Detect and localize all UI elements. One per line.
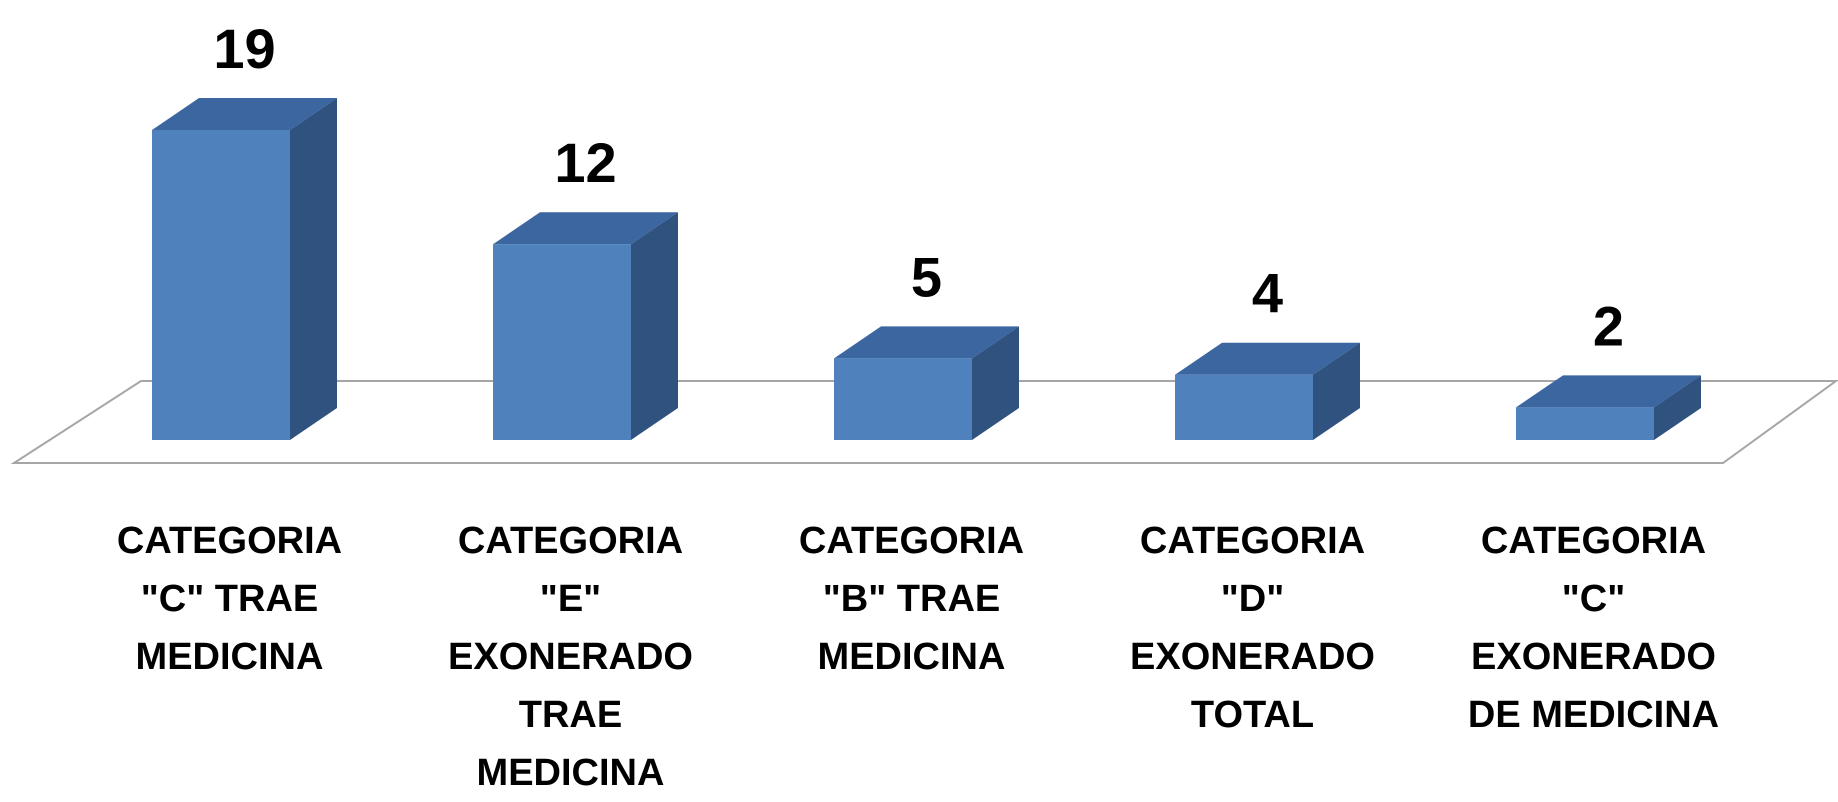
category-label: CATEGORIA "B" TRAE MEDICINA [798, 520, 1025, 678]
bar-side [290, 98, 337, 440]
bar [834, 358, 972, 440]
bar-side [1654, 375, 1701, 440]
bar [152, 130, 290, 440]
value-label: 4 [1252, 262, 1283, 325]
category-label: CATEGORIA "C" EXONERADO DE MEDICINA [1467, 520, 1720, 736]
bar-top [834, 326, 1019, 359]
value-label: 5 [911, 245, 942, 308]
bar [493, 244, 631, 440]
bar [1175, 374, 1313, 440]
bar-top [152, 98, 337, 130]
category-label: CATEGORIA "D" EXONERADO TOTAL [1130, 520, 1375, 736]
bar [1516, 407, 1654, 440]
bar-top [493, 212, 678, 245]
value-label: 2 [1593, 294, 1624, 357]
value-label: 19 [213, 17, 275, 80]
category-label: CATEGORIA "E" EXONERADO TRAE MEDICINA [448, 520, 693, 794]
bar-top [1175, 342, 1360, 375]
value-label: 12 [554, 131, 616, 194]
bar-side [631, 212, 678, 440]
bar-side [972, 326, 1019, 440]
bar-side [1313, 342, 1360, 440]
category-label: CATEGORIA "C" TRAE MEDICINA [116, 520, 343, 678]
bar-top [1516, 375, 1701, 408]
